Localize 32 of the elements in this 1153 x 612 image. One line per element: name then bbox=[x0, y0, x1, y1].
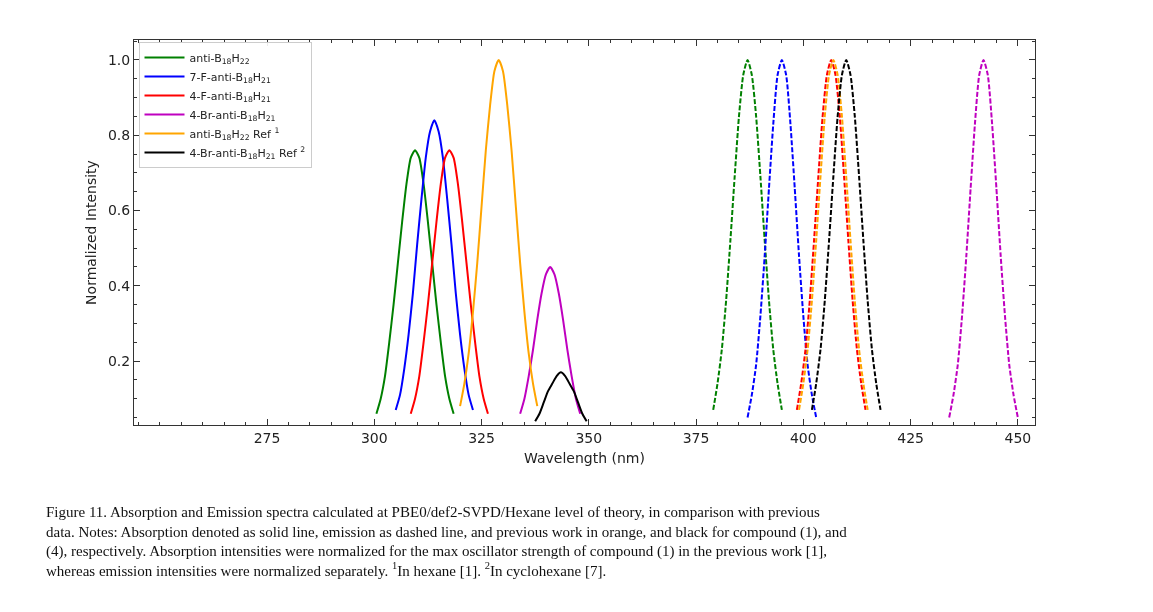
x-tick-label: 425 bbox=[897, 429, 924, 446]
legend-label: 7-F-anti-B$_{18}$H$_{21}$ bbox=[189, 70, 271, 86]
legend-label: anti-B$_{18}$H$_{22}$ bbox=[189, 51, 250, 67]
y-tick-label: 0.2 bbox=[107, 352, 131, 369]
x-axis-title: Wavelength (nm) bbox=[524, 450, 645, 467]
line-series bbox=[519, 265, 582, 415]
x-tick-label: 300 bbox=[360, 429, 388, 446]
y-tick-label: 0.6 bbox=[107, 202, 131, 219]
x-tick-label: 450 bbox=[1004, 429, 1032, 446]
legend-label: 4-F-anti-B$_{18}$H$_{21}$ bbox=[189, 89, 271, 105]
line-series bbox=[375, 149, 455, 415]
line-series bbox=[948, 58, 1019, 419]
line-series bbox=[712, 58, 783, 411]
line-series bbox=[394, 119, 474, 411]
y-tick-label: 0.8 bbox=[107, 127, 131, 144]
y-tick-label: 0.4 bbox=[107, 277, 131, 294]
x-tick-label: 375 bbox=[682, 429, 710, 446]
x-tick-label: 275 bbox=[253, 429, 281, 446]
line-series bbox=[534, 371, 588, 423]
legend-label: anti-B$_{18}$H$_{22}$ Ref $^{1}$ bbox=[189, 126, 280, 143]
y-tick-label: 1.0 bbox=[107, 51, 131, 68]
legend-label: 4-Br-anti-B$_{18}$H$_{21}$ Ref $^{2}$ bbox=[189, 145, 306, 162]
caption: Figure 11. Absorption and Emission spectra calculated at PBE0/def2-SVPD/Hexane level of theory, in comparison with previous data. Notes: Absorption denoted as solid line, emission as dashed line, and previous work in orange, and black for compound (1), and (4), respectively. Absorption intensities were normalized for the max oscillator strength of compound (1) in the previous work [1], whereas emission intensities were normalized separately. $^{1}$In hexane [1]. $^{2}$In cyclohexane [7]. bbox=[46, 504, 848, 579]
line-series bbox=[459, 58, 539, 408]
x-tick-label: 400 bbox=[789, 429, 817, 446]
x-tick-label: 350 bbox=[575, 429, 603, 446]
line-series bbox=[409, 149, 489, 415]
legend-label: 4-Br-anti-B$_{18}$H$_{21}$ bbox=[189, 108, 276, 124]
line-series bbox=[746, 58, 818, 419]
x-tick-label: 325 bbox=[468, 429, 495, 446]
line-series bbox=[810, 58, 882, 411]
y-axis-title: Normalized Intensity bbox=[82, 160, 99, 305]
